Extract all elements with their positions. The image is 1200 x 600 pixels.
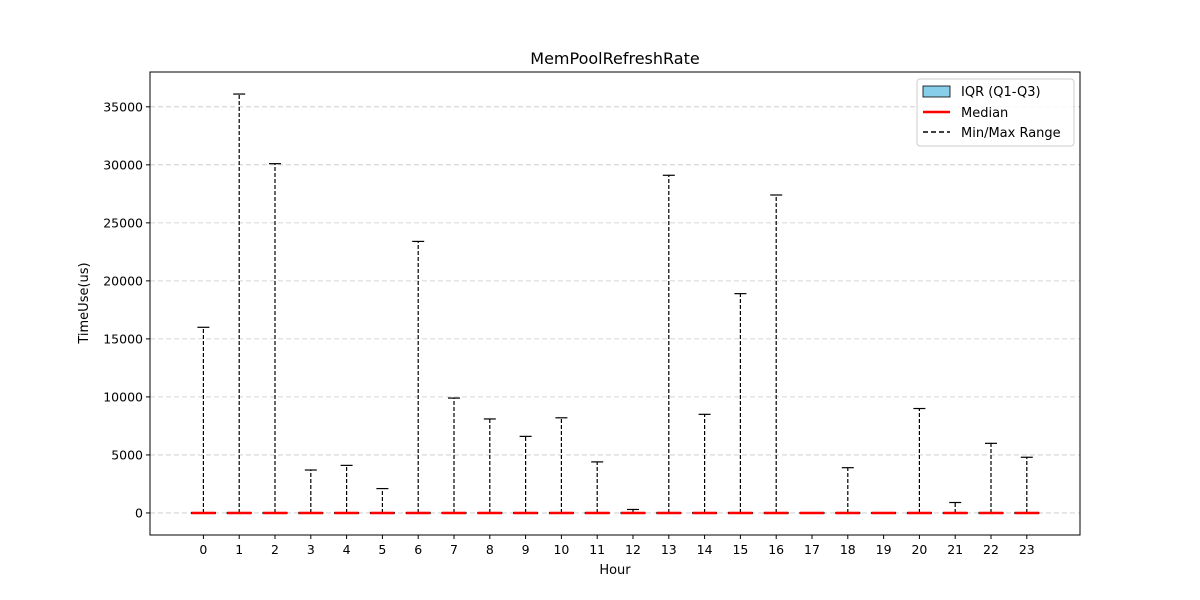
y-axis-label: TimeUse(us)	[77, 262, 92, 344]
x-tick-label: 2	[271, 542, 279, 557]
x-tick-label: 13	[661, 542, 677, 557]
legend-iqr-label: IQR (Q1-Q3)	[961, 85, 1041, 100]
legend-iqr-swatch	[922, 85, 951, 98]
y-tick-label: 0	[135, 505, 143, 520]
plot-frame	[149, 71, 1081, 536]
x-tick-label: 0	[199, 542, 207, 557]
legend-box	[916, 78, 1075, 147]
x-tick-label: 7	[450, 542, 458, 557]
y-tick-label: 15000	[103, 331, 143, 346]
y-tick-label: 5000	[111, 447, 143, 462]
x-tick-label: 17	[804, 542, 820, 557]
y-tick-label: 10000	[103, 389, 143, 404]
x-tick-label: 8	[486, 542, 494, 557]
chart-title: MemPoolRefreshRate	[530, 49, 699, 68]
legend-median-label: Median	[961, 106, 1008, 121]
legend: IQR (Q1-Q3) Median Min/Max Range	[916, 78, 1075, 147]
y-tick-label: 25000	[103, 215, 143, 230]
x-tick-label: 20	[911, 542, 927, 557]
x-tick-label: 19	[876, 542, 892, 557]
y-tick-label: 20000	[103, 273, 143, 288]
x-tick-label: 18	[840, 542, 856, 557]
y-tick-label: 35000	[103, 99, 143, 114]
x-tick-label: 4	[343, 542, 351, 557]
legend-range-label: Min/Max Range	[961, 126, 1061, 141]
x-tick-label: 21	[947, 542, 963, 557]
x-tick-label: 22	[983, 542, 999, 557]
x-tick-label: 10	[553, 542, 569, 557]
x-tick-label: 6	[414, 542, 422, 557]
x-tick-label: 23	[1019, 542, 1035, 557]
x-tick-label: 1	[235, 542, 243, 557]
x-tick-label: 16	[768, 542, 784, 557]
x-tick-label: 9	[522, 542, 530, 557]
x-tick-label: 3	[307, 542, 315, 557]
x-tick-label: 12	[625, 542, 641, 557]
x-tick-label: 15	[732, 542, 748, 557]
x-tick-label: 5	[378, 542, 386, 557]
y-tick-label: 30000	[103, 157, 143, 172]
x-tick-label: 11	[589, 542, 605, 557]
x-axis-label: Hour	[599, 563, 631, 578]
plot-marks	[190, 93, 1040, 515]
x-tick-label: 14	[697, 542, 713, 557]
